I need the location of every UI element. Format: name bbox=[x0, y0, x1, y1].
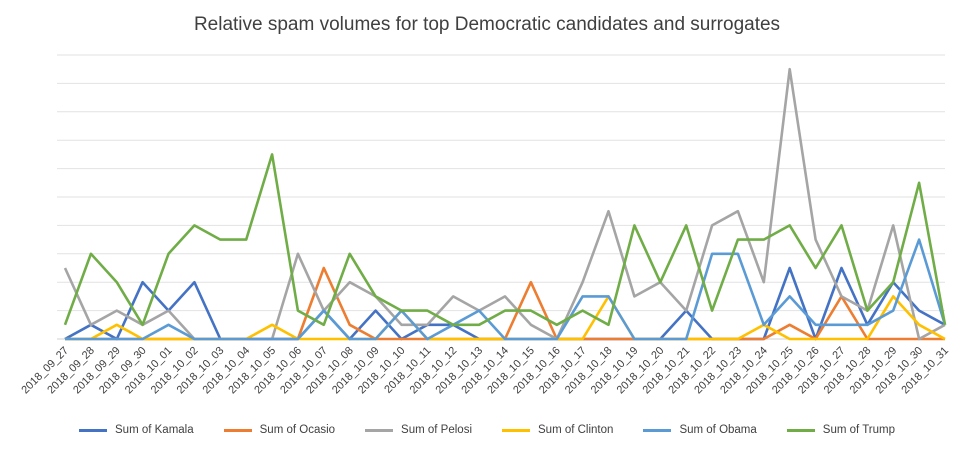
legend-label: Sum of Clinton bbox=[538, 424, 614, 436]
legend-item: Sum of Clinton bbox=[502, 424, 613, 436]
legend-swatch bbox=[365, 428, 394, 432]
legend: Sum of Kamala Sum of Ocasio Sum of Pelosi S… bbox=[0, 424, 974, 436]
legend-label: Sum of Kamala bbox=[115, 424, 194, 436]
legend-swatch bbox=[223, 428, 252, 432]
series-line-sum-of-obama bbox=[65, 238, 947, 341]
legend-swatch bbox=[643, 428, 672, 432]
series-line-sum-of-pelosi bbox=[63, 67, 946, 341]
legend-label: Sum of Obama bbox=[679, 424, 757, 436]
legend-swatch bbox=[786, 428, 815, 432]
legend-label: Sum of Pelosi bbox=[401, 424, 472, 436]
legend-item: Sum of Trump bbox=[786, 424, 895, 436]
chart-title: Relative spam volumes for top Democratic… bbox=[193, 14, 781, 35]
gridlines bbox=[57, 54, 945, 340]
legend-swatch bbox=[502, 428, 530, 432]
legend-item: Sum of Kamala bbox=[79, 424, 194, 436]
legend-swatch bbox=[79, 428, 107, 432]
x-axis-tick-labels: 2018_09_272018_09_282018_09_292018_09_30… bbox=[19, 345, 951, 397]
legend-item: Sum of Pelosi bbox=[365, 424, 472, 436]
series-lines bbox=[63, 67, 947, 341]
legend-item: Sum of Obama bbox=[643, 424, 757, 436]
series-line-sum-of-trump bbox=[63, 153, 947, 327]
legend-item: Sum of Ocasio bbox=[223, 424, 336, 436]
legend-label: Sum of Trump bbox=[822, 424, 895, 436]
series-line-sum-of-kamala bbox=[64, 266, 946, 341]
legend-label: Sum of Ocasio bbox=[259, 424, 336, 436]
